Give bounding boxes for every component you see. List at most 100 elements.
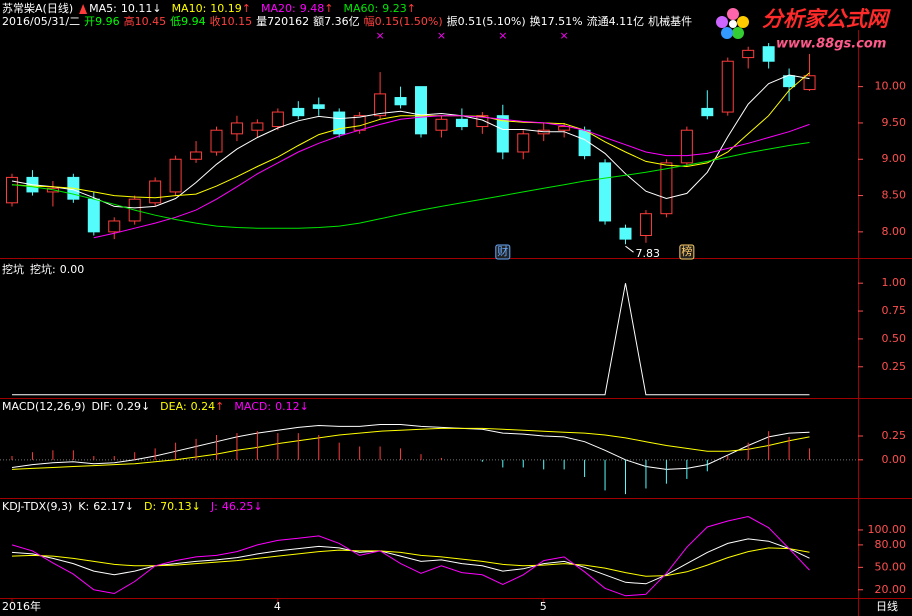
low-pointer [625, 245, 634, 253]
legend-separator: : [113, 2, 117, 15]
legend-name: D [144, 500, 152, 513]
legend: KDJ-TDX(9,3) K: 62.17↓ D: 70.13↓ J: 46.25↓ [2, 500, 263, 513]
series-line [11, 74, 810, 209]
annotation-box [495, 244, 511, 260]
info-item: 量720162 [256, 15, 309, 28]
candle-body [803, 75, 816, 91]
info-item: 2016/05/31/二 [2, 15, 80, 28]
legend-value: 9.23 [382, 2, 407, 15]
legend-value: 9.48 [300, 2, 325, 15]
legend-name: DEA [160, 400, 183, 413]
y-tick-label: 20.00 [875, 583, 907, 596]
legend-trend: ↓ [152, 2, 161, 15]
candle-body [210, 129, 223, 153]
legend-name: K [78, 500, 86, 513]
candle-body [87, 198, 100, 233]
panel-title: MACD(12,26,9) [2, 400, 86, 413]
candle-body [251, 122, 264, 131]
info-item: 额7.36亿 [313, 15, 360, 28]
legend: 挖坑 挖坑: 0.00 [2, 262, 84, 276]
y-tick-label: 0.00 [882, 453, 907, 466]
candle-body [312, 104, 325, 109]
legend-trend: ↓ [300, 400, 309, 413]
candle-body [496, 115, 509, 153]
legend-trend: ↑ [242, 2, 251, 15]
logo-petal [721, 27, 733, 39]
y-tick-label: 1.00 [882, 276, 907, 289]
series-line [11, 427, 810, 470]
legend-separator: : [203, 2, 207, 15]
period-label: 日线 [876, 599, 898, 613]
legend-trend: ↑ [215, 400, 224, 413]
series-line [11, 72, 810, 199]
top-mark: × [437, 29, 446, 42]
info-item: 收10.15 [210, 14, 253, 28]
info-item: 低9.94 [170, 15, 206, 28]
legend-value: 0.29 [116, 400, 141, 413]
panel-title: KDJ-TDX(9,3) [2, 500, 72, 513]
annotation: 财 [497, 244, 508, 258]
y-tick-label: 9.50 [882, 116, 907, 129]
y-tick-label: 8.00 [882, 225, 907, 238]
legend-trend: ↑ [407, 2, 416, 15]
legend-value: 10.19 [210, 2, 242, 15]
legend: 苏常柴A(日线) MA5: 10.11↓ MA10: 10.19↑ MA20: 9.48↑ M… [2, 1, 416, 15]
annotation: 榜 [681, 244, 692, 258]
legend-trend: ↓ [125, 500, 134, 513]
legend-trend: ↓ [253, 500, 262, 513]
x-tick-label: 4 [274, 600, 281, 613]
legend-value: 0.00 [60, 263, 85, 276]
candle-body [660, 162, 673, 215]
low-label: 7.83 [636, 247, 661, 260]
candle-body [455, 118, 468, 128]
candle-body [108, 220, 121, 233]
candle-body [476, 115, 489, 128]
logo: 分析家公式网 www.88gs.com [716, 7, 891, 52]
info-row: 2016/05/31/二 开9.96 高10.45 低9.94 收10.15 量72016… [2, 14, 692, 28]
candle-body [394, 97, 407, 106]
candle-body [415, 86, 427, 135]
legend-separator: : [214, 500, 218, 513]
y-tick-label: 80.00 [875, 538, 907, 551]
info-item: 机械基件 [648, 14, 692, 28]
info-item: 开9.96 [84, 15, 120, 28]
logo-url: www.88gs.com [776, 37, 886, 52]
legend-separator: : [267, 400, 271, 413]
logo-petal [716, 16, 728, 28]
panel-title: 挖坑 [2, 262, 24, 276]
legend-value: 46.25 [222, 500, 254, 513]
candle-body [619, 227, 632, 240]
legend-value: 0.12 [275, 400, 300, 413]
legend-value: 70.13 [160, 500, 192, 513]
candle-body [271, 111, 284, 128]
logo-petal [732, 27, 744, 39]
panel-title: 苏常柴A(日线) [2, 1, 73, 15]
candle-body [599, 162, 612, 222]
legend-name: 挖坑 [30, 262, 52, 276]
y-tick-label: 0.25 [882, 360, 907, 373]
series-line [12, 283, 810, 396]
info-item: 流通4.11亿 [587, 14, 645, 28]
panel-borders [0, 30, 912, 616]
candle-body [783, 75, 796, 88]
candle-body [680, 129, 693, 164]
top-mark: × [560, 29, 569, 42]
legend-name: MA20 [261, 2, 292, 15]
x-tick-label: 2016年 [2, 599, 41, 613]
candle-body [558, 126, 571, 131]
candle-body [169, 158, 182, 193]
legend-separator: : [109, 400, 113, 413]
series-line [11, 142, 810, 229]
candle-body [742, 49, 755, 59]
legend-trend: ↑ [324, 2, 333, 15]
logo-petal [737, 16, 749, 28]
candle-body [230, 122, 243, 135]
series-line [11, 515, 810, 597]
y-tick-label: 10.00 [875, 80, 907, 93]
candle-body [190, 151, 203, 160]
top-mark: × [498, 29, 507, 42]
legend-value: 62.17 [93, 500, 125, 513]
candle-body [6, 176, 18, 204]
